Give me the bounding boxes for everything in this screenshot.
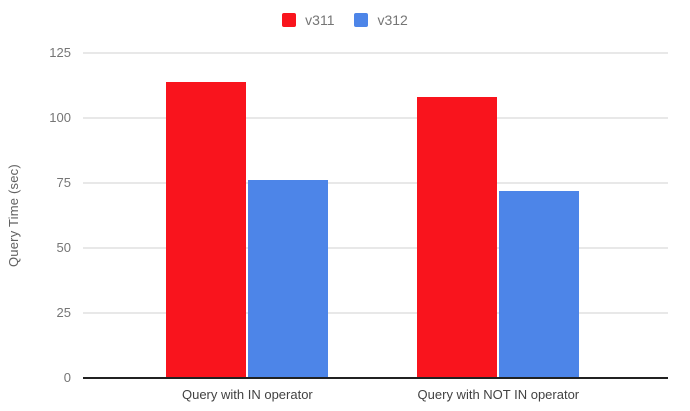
legend-label-v311: v311 (305, 12, 335, 28)
legend-label-v312: v312 (377, 12, 408, 28)
bar-group-1 (166, 53, 329, 378)
gridline-25 (83, 312, 668, 314)
legend-item-v312: v312 (354, 12, 408, 28)
x-category-label-1: Query with IN operator (181, 387, 313, 402)
gridline-125 (83, 52, 668, 54)
y-tick-label-125: 125 (49, 45, 71, 60)
chart-legend: v311 v312 (0, 12, 690, 28)
bar-v311-2 (417, 97, 498, 378)
y-tick-label-0: 0 (63, 370, 71, 385)
legend-item-v311: v311 (282, 12, 334, 28)
gridline-50 (83, 247, 668, 249)
gridline-100 (83, 117, 668, 119)
bar-v312-1 (248, 180, 329, 378)
bar-v312-2 (499, 190, 580, 378)
bar-v311-1 (166, 81, 247, 378)
gridline-75 (83, 182, 668, 184)
bar-group-2 (417, 53, 580, 378)
y-tick-label-50: 50 (56, 240, 71, 255)
legend-swatch-v312 (354, 13, 369, 27)
legend-swatch-v311 (282, 13, 297, 27)
y-axis-title: Query Time (sec) (6, 164, 21, 267)
y-tick-label-25: 25 (56, 305, 71, 320)
plot-area: 0 25 50 75 100 125 Query with IN operator Query… (49, 45, 668, 402)
y-tick-label-75: 75 (56, 175, 71, 190)
x-category-label-2: Query with NOT IN operator (417, 387, 580, 402)
y-tick-label-100: 100 (49, 110, 71, 125)
x-axis-line (83, 377, 668, 379)
